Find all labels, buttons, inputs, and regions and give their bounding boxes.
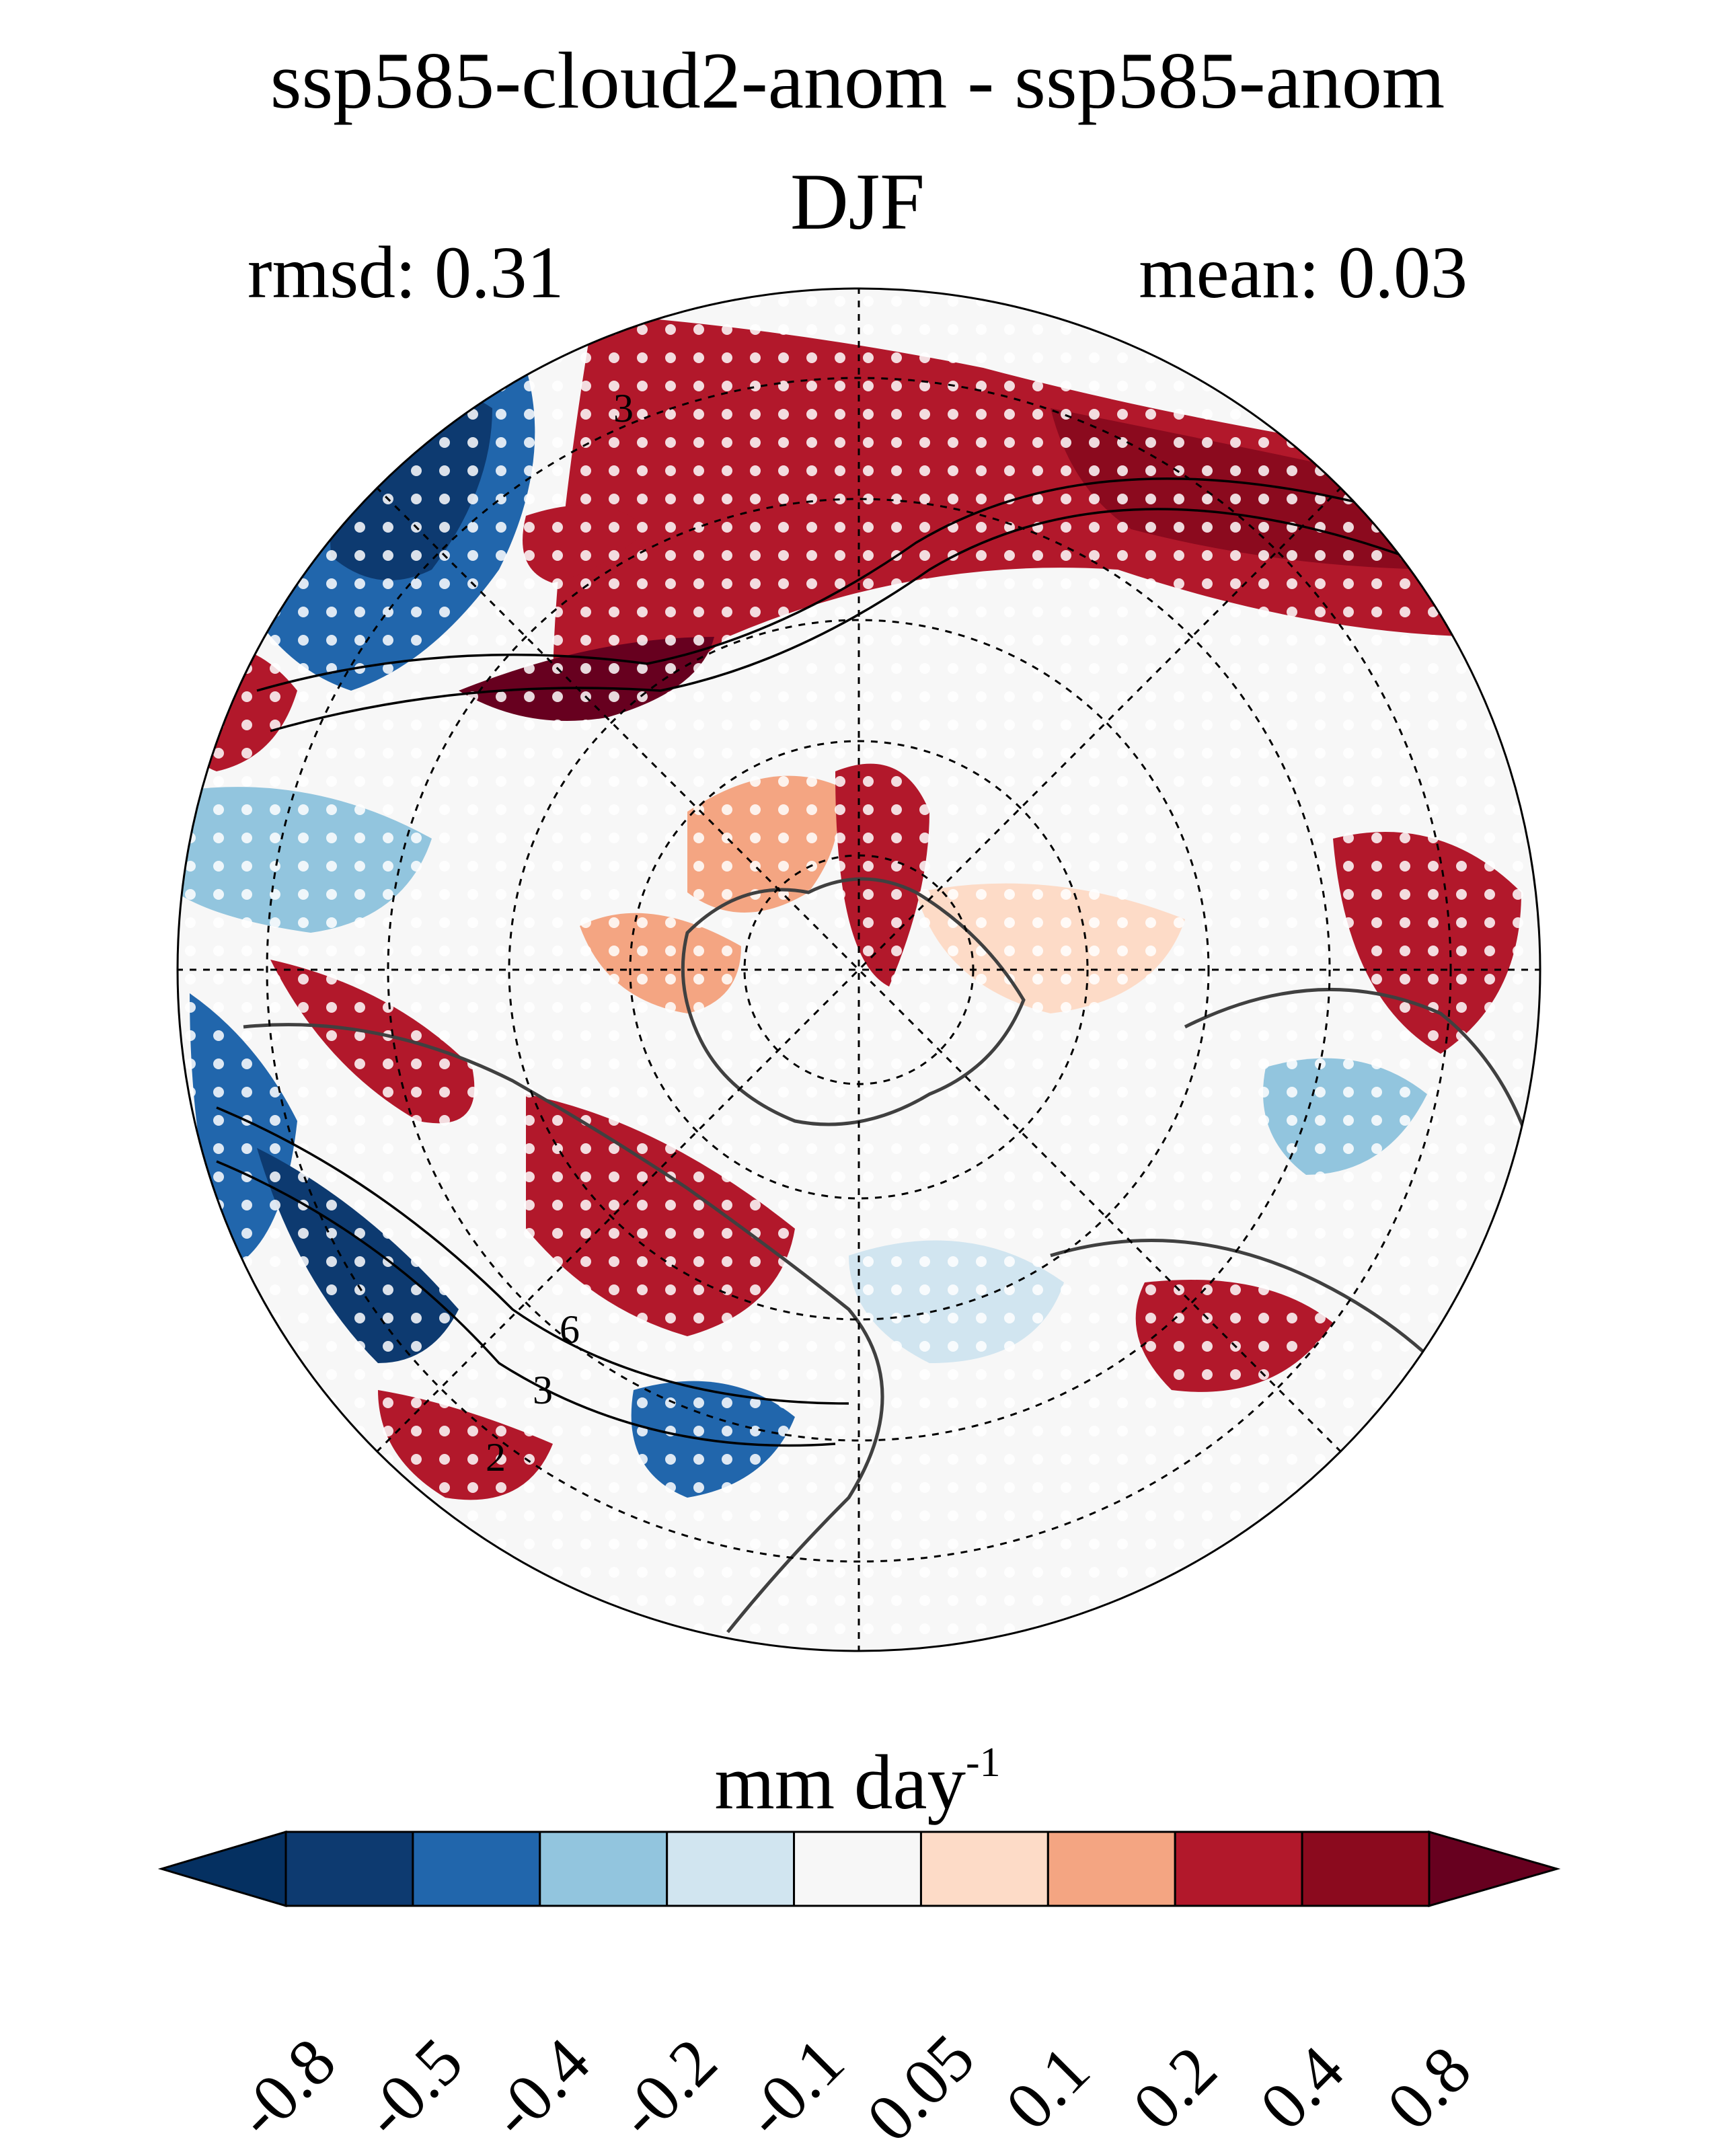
colorbar-box — [539, 1831, 669, 1907]
units-main: mm day — [714, 1740, 966, 1825]
colorbar-box — [919, 1831, 1049, 1907]
figure-title: ssp585-cloud2-anom - ssp585-anom — [270, 36, 1445, 125]
colorbar-box — [1301, 1831, 1431, 1907]
mean-label: mean: 0.03 — [1139, 231, 1468, 313]
contour-label: 2 — [486, 1435, 506, 1479]
colorbar-box — [1046, 1831, 1176, 1907]
units-exponent: -1 — [966, 1740, 1001, 1785]
map-field — [178, 288, 1540, 1651]
colorbar-box — [412, 1831, 541, 1907]
colorbar — [157, 1830, 1561, 1908]
contour-label: 3 — [613, 386, 634, 430]
colorbar-box — [666, 1831, 796, 1907]
colorbar-lower-extend — [157, 1830, 287, 1908]
colorbar-box — [1174, 1831, 1303, 1907]
contour-label: 6 — [560, 1307, 580, 1352]
colorbar-upper-extend — [1428, 1831, 1561, 1907]
colorbar-box — [793, 1831, 922, 1907]
polar-map: 3 6 3 2 — [176, 287, 1541, 1652]
season-label: DJF — [790, 157, 925, 246]
contour-label: 3 — [533, 1368, 553, 1412]
rmsd-label: rmsd: 0.31 — [247, 231, 564, 313]
map-boundary — [176, 287, 1541, 1652]
colorbar-box — [284, 1831, 414, 1907]
colorbar-units: mm day-1 — [0, 1742, 1715, 1821]
